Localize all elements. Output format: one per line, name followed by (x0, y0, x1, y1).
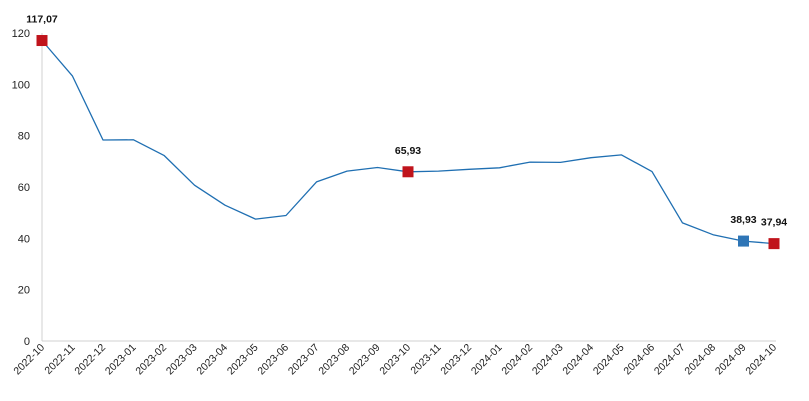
y-tick-label: 40 (18, 233, 30, 245)
y-tick-label: 80 (18, 131, 30, 143)
highlight-markers: 117,07 65,93 38,93 37,94 (26, 14, 787, 250)
x-tick-label: 2024-07 (652, 342, 688, 378)
highlight-marker (768, 238, 780, 250)
series-group (41, 40, 775, 245)
x-tick-label: 2024-01 (469, 342, 505, 378)
x-tick-label: 2024-06 (621, 342, 657, 378)
x-tick-label: 2023-03 (164, 342, 200, 378)
y-tick-label: 60 (18, 182, 30, 194)
series-line (41, 40, 775, 245)
highlight-marker (738, 235, 749, 247)
x-tick-label: 2024-04 (560, 342, 596, 378)
x-tick-label: 2023-11 (408, 342, 443, 377)
x-tick-label: 2023-07 (286, 342, 322, 378)
data-label: 65,93 (395, 145, 421, 157)
x-tick-label: 2024-03 (530, 342, 566, 378)
x-tick-label: 2022-11 (42, 342, 77, 377)
data-label: 117,07 (26, 14, 58, 26)
x-tick-label: 2023-08 (316, 342, 352, 378)
x-tick-label: 2022-12 (72, 342, 108, 378)
data-label: 37,94 (761, 217, 787, 229)
y-tick-label: 20 (18, 285, 30, 297)
x-tick-label: 2023-12 (438, 342, 474, 378)
x-tick-label: 2024-05 (591, 342, 627, 378)
data-label: 38,93 (730, 214, 756, 226)
x-tick-labels: 2022-102022-112022-122023-012023-022023-… (11, 342, 779, 378)
x-tick-label: 2023-02 (133, 342, 169, 378)
x-tick-label: 2023-06 (255, 342, 291, 378)
x-tick-label: 2024-02 (499, 342, 535, 378)
x-tick-label: 2023-09 (347, 342, 383, 378)
x-tick-label: 2023-05 (225, 342, 261, 378)
highlight-marker (36, 35, 48, 47)
x-tick-label: 2024-08 (682, 342, 718, 378)
highlight-marker (402, 166, 414, 178)
x-tick-label: 2024-10 (743, 342, 779, 378)
x-tick-label: 2023-04 (194, 342, 230, 378)
y-tick-label: 100 (12, 79, 30, 91)
x-tick-label: 2023-01 (103, 342, 139, 378)
y-tick-labels: 0 20 40 60 80 100 120 (12, 28, 30, 348)
y-tick-label: 0 (24, 336, 30, 348)
x-tick-label: 2023-10 (377, 342, 413, 378)
x-tick-label: 2024-09 (713, 342, 749, 378)
y-tick-label: 120 (12, 28, 30, 40)
